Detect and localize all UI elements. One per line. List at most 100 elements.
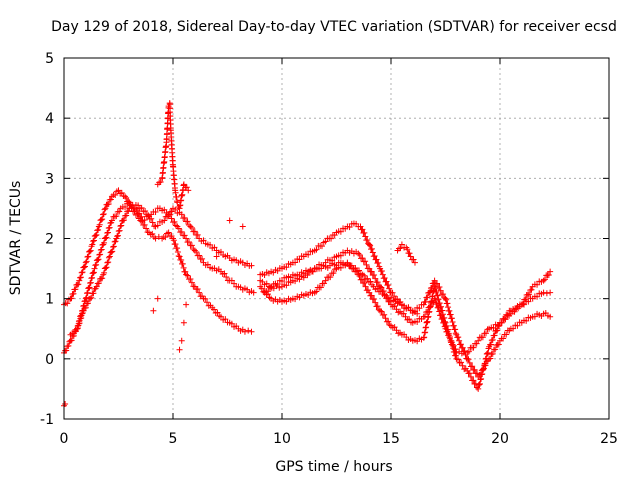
data-point <box>471 366 478 373</box>
data-point <box>94 227 101 234</box>
data-point <box>265 288 272 295</box>
data-point <box>112 238 119 245</box>
data-point <box>105 254 112 261</box>
data-point <box>274 281 281 288</box>
data-point <box>175 225 182 232</box>
data-point <box>184 218 191 225</box>
data-point <box>103 234 110 241</box>
data-point <box>190 246 197 253</box>
data-point <box>467 373 474 380</box>
data-point <box>442 295 449 302</box>
data-point <box>407 253 414 260</box>
data-point <box>78 269 85 276</box>
data-point <box>489 336 496 343</box>
data-point <box>76 320 83 327</box>
data-point <box>172 241 179 248</box>
data-point <box>367 242 374 249</box>
data-point <box>456 337 463 344</box>
x-tick-label: 10 <box>273 431 291 447</box>
data-point <box>95 226 102 233</box>
data-point <box>149 230 156 237</box>
data-point <box>522 296 529 303</box>
data-point <box>337 252 344 259</box>
data-point <box>148 215 155 222</box>
data-point <box>87 279 94 286</box>
data-point <box>369 249 376 256</box>
data-point <box>154 222 161 229</box>
data-point <box>355 250 362 257</box>
data-point <box>185 238 192 245</box>
data-point <box>443 322 450 329</box>
data-point <box>168 208 175 215</box>
data-point <box>101 239 108 246</box>
data-point <box>74 325 81 332</box>
data-point <box>364 236 371 243</box>
data-point <box>116 227 123 234</box>
data-point <box>304 272 311 279</box>
data-point <box>109 248 116 255</box>
data-point <box>102 264 109 271</box>
data-point <box>222 316 229 323</box>
data-point <box>106 253 113 260</box>
data-point <box>108 249 115 256</box>
data-point <box>498 319 505 326</box>
data-point <box>327 274 334 281</box>
data-point <box>432 285 439 292</box>
data-point <box>321 280 328 287</box>
data-point <box>361 272 368 279</box>
data-point <box>328 235 335 242</box>
data-point <box>172 206 179 213</box>
data-point <box>424 294 431 301</box>
data-point <box>81 263 88 270</box>
data-point <box>496 322 503 329</box>
data-point <box>168 232 175 239</box>
data-point <box>520 300 527 307</box>
data-point <box>435 296 442 303</box>
data-point <box>491 332 498 339</box>
data-point <box>457 341 464 348</box>
data-point <box>451 348 458 355</box>
data-point-outlier <box>213 253 220 260</box>
data-point <box>118 189 125 196</box>
data-point-outlier <box>178 337 185 344</box>
data-point <box>188 242 195 249</box>
data-point <box>191 247 198 254</box>
data-point <box>90 269 97 276</box>
data-point <box>149 219 156 226</box>
data-point <box>96 221 103 228</box>
data-point <box>200 237 207 244</box>
data-point <box>475 337 482 344</box>
data-point <box>86 284 93 291</box>
data-point-outlier <box>150 307 157 314</box>
y-axis-label: SDTVAR / TECUs <box>8 181 24 296</box>
data-point <box>337 228 344 235</box>
y-tick-label: 2 <box>45 232 54 248</box>
data-point <box>406 250 413 257</box>
data-point <box>65 342 72 349</box>
data-point <box>404 246 411 253</box>
data-point <box>540 277 547 284</box>
data-point <box>492 346 499 353</box>
data-point <box>386 298 393 305</box>
data-point <box>439 307 446 314</box>
data-point <box>452 352 459 359</box>
data-point <box>180 181 187 188</box>
data-point <box>122 204 129 211</box>
data-point <box>120 217 127 224</box>
data-point <box>183 184 190 191</box>
data-point <box>489 350 496 357</box>
data-point <box>455 334 462 341</box>
x-tick-label: 20 <box>491 431 509 447</box>
data-point <box>373 256 380 263</box>
data-point <box>102 205 109 212</box>
axis-ticks: 0 5 10 15 20 25 -1 0 1 2 3 4 5 <box>40 51 618 447</box>
data-point <box>391 303 398 310</box>
data-point <box>101 235 108 242</box>
data-point <box>283 282 290 289</box>
data-point <box>477 376 484 383</box>
data-point <box>434 292 441 299</box>
data-point <box>503 331 510 338</box>
data-point <box>172 222 179 229</box>
data-point <box>136 210 143 217</box>
data-point <box>400 310 407 317</box>
